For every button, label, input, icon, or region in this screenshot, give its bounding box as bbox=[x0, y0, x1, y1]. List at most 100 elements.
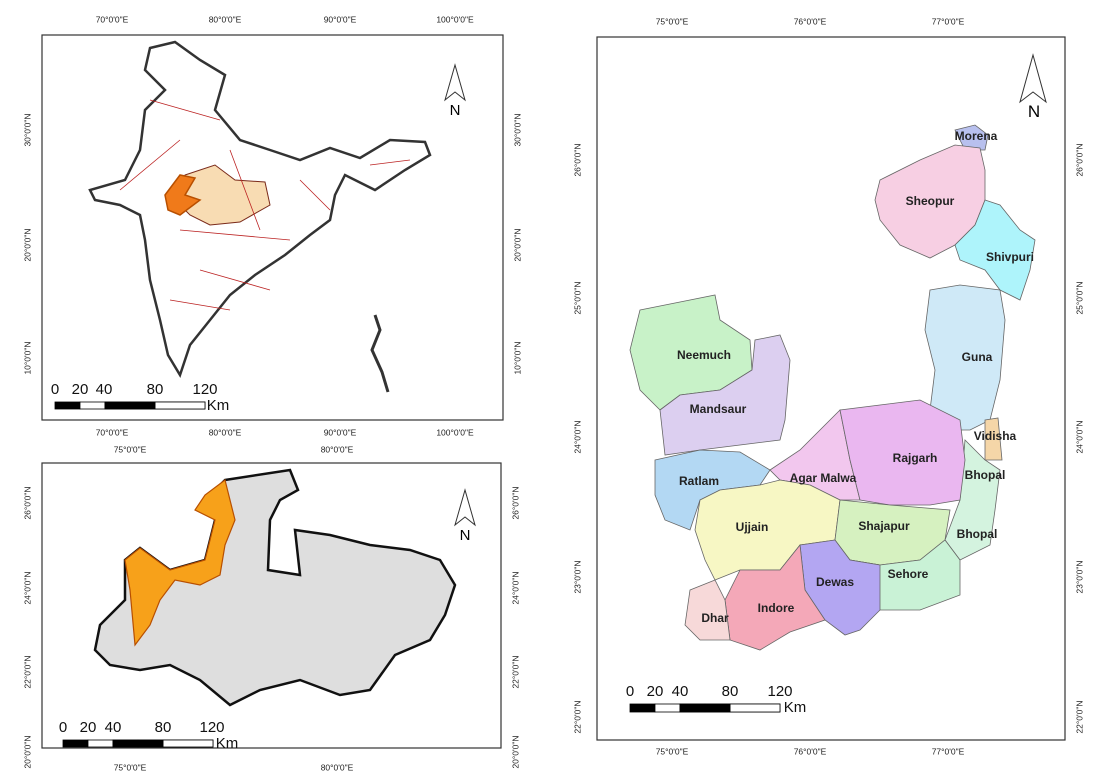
scale-bar-segment bbox=[104, 401, 156, 410]
longitude-label: 90°0'0"E bbox=[324, 427, 357, 437]
latitude-label: 22°0'0"N bbox=[510, 655, 520, 688]
scale-label: 0 bbox=[51, 381, 59, 398]
district-area bbox=[944, 439, 1001, 561]
district-label: Dhar bbox=[701, 611, 729, 625]
latitude-label: 30°0'0"N bbox=[22, 113, 32, 146]
district-label: Shajapur bbox=[858, 519, 910, 533]
mp-frame bbox=[41, 462, 502, 749]
north-arrow bbox=[1019, 53, 1047, 104]
scale-label: 80 bbox=[147, 381, 164, 398]
district-label: Guna bbox=[962, 350, 993, 364]
scale-label: 120 bbox=[199, 719, 224, 736]
districts bbox=[629, 124, 1036, 651]
longitude-label: 80°0'0"E bbox=[321, 444, 354, 454]
scale-bar-segment bbox=[654, 703, 681, 713]
district-label: Bhopal bbox=[965, 468, 1006, 482]
scale-bar-segment bbox=[87, 739, 114, 748]
longitude-label: 100°0'0"E bbox=[436, 14, 474, 24]
longitude-label: 80°0'0"E bbox=[209, 14, 242, 24]
district-label: Dewas bbox=[816, 575, 854, 589]
latitude-label: 10°0'0"N bbox=[22, 341, 32, 374]
longitude-label: 70°0'0"E bbox=[96, 427, 129, 437]
scale-label: 0 bbox=[626, 683, 634, 700]
longitude-label: 80°0'0"E bbox=[321, 762, 354, 772]
scale-unit: Km bbox=[207, 397, 230, 414]
longitude-label: 77°0'0"E bbox=[932, 746, 965, 756]
longitude-label: 77°0'0"E bbox=[932, 16, 965, 26]
scale-label: 20 bbox=[80, 719, 97, 736]
longitude-label: 75°0'0"E bbox=[114, 444, 147, 454]
longitude-label: 70°0'0"E bbox=[96, 14, 129, 24]
scale-label: 40 bbox=[672, 683, 689, 700]
latitude-label: 22°0'0"N bbox=[1074, 700, 1084, 733]
scale-unit: Km bbox=[784, 699, 807, 716]
district-area bbox=[984, 417, 1003, 461]
state-borders bbox=[119, 99, 411, 311]
district-area bbox=[924, 284, 1006, 431]
district-label: Morena bbox=[955, 129, 998, 143]
scale-unit: Km bbox=[216, 735, 239, 752]
study-area bbox=[124, 478, 236, 647]
latitude-label: 24°0'0"N bbox=[1074, 420, 1084, 453]
scale-label: 80 bbox=[155, 719, 172, 736]
latitude-label: 24°0'0"N bbox=[22, 571, 32, 604]
north-arrow bbox=[444, 63, 466, 102]
scale-label: 0 bbox=[59, 719, 67, 736]
india-frame bbox=[41, 34, 504, 421]
longitude-label: 90°0'0"E bbox=[324, 14, 357, 24]
district-label: Agar Malwa bbox=[790, 471, 857, 485]
scale-label: 80 bbox=[722, 683, 739, 700]
latitude-label: 23°0'0"N bbox=[572, 560, 582, 593]
district-label: Rajgarh bbox=[893, 451, 938, 465]
district-label: Sheopur bbox=[906, 194, 955, 208]
scale-bar-segment bbox=[62, 739, 89, 748]
north-label: N bbox=[1028, 102, 1040, 121]
scale-label: 120 bbox=[192, 381, 217, 398]
latitude-label: 26°0'0"N bbox=[1074, 143, 1084, 176]
district-label: Vidisha bbox=[974, 429, 1017, 443]
district-label: Sehore bbox=[888, 567, 929, 581]
latitude-label: 22°0'0"N bbox=[22, 655, 32, 688]
scale-bar-segment bbox=[154, 401, 206, 410]
longitude-label: 76°0'0"E bbox=[794, 16, 827, 26]
latitude-label: 22°0'0"N bbox=[572, 700, 582, 733]
scale-label: 20 bbox=[647, 683, 664, 700]
latitude-label: 25°0'0"N bbox=[572, 281, 582, 314]
district-label: Mandsaur bbox=[690, 402, 747, 416]
islands bbox=[370, 314, 390, 393]
latitude-label: 25°0'0"N bbox=[1074, 281, 1084, 314]
district-area bbox=[954, 199, 1036, 301]
scale-bar-segment bbox=[54, 401, 81, 410]
district-area bbox=[684, 579, 731, 641]
scale-bar-segment bbox=[112, 739, 164, 748]
scale-bar-segment bbox=[679, 703, 731, 713]
longitude-label: 75°0'0"E bbox=[656, 746, 689, 756]
latitude-label: 24°0'0"N bbox=[510, 571, 520, 604]
scale-label: 40 bbox=[105, 719, 122, 736]
district-label: Neemuch bbox=[677, 348, 731, 362]
latitude-label: 20°0'0"N bbox=[512, 228, 522, 261]
latitude-label: 30°0'0"N bbox=[512, 113, 522, 146]
scale-bar-segment bbox=[629, 703, 656, 713]
north-label: N bbox=[460, 527, 471, 544]
latitude-label: 24°0'0"N bbox=[572, 420, 582, 453]
district-label: Bhopal bbox=[957, 527, 998, 541]
district-labels: Morena Sheopur Shivpuri Guna Vidisha Bho… bbox=[677, 129, 1034, 625]
longitude-label: 100°0'0"E bbox=[436, 427, 474, 437]
scale-bar-segment bbox=[729, 703, 781, 713]
latitude-label: 26°0'0"N bbox=[572, 143, 582, 176]
latitude-label: 10°0'0"N bbox=[512, 341, 522, 374]
longitude-label: 76°0'0"E bbox=[794, 746, 827, 756]
scale-bar-segment bbox=[162, 739, 214, 748]
longitude-label: 75°0'0"E bbox=[114, 762, 147, 772]
district-label: Shivpuri bbox=[986, 250, 1034, 264]
district-label: Ujjain bbox=[736, 520, 769, 534]
district-label: Indore bbox=[758, 601, 795, 615]
scale-bar-segment bbox=[79, 401, 106, 410]
scale-label: 40 bbox=[96, 381, 113, 398]
latitude-label: 20°0'0"N bbox=[22, 228, 32, 261]
north-arrow bbox=[454, 488, 476, 527]
scale-label: 120 bbox=[767, 683, 792, 700]
longitude-label: 75°0'0"E bbox=[656, 16, 689, 26]
study-area bbox=[164, 174, 202, 216]
